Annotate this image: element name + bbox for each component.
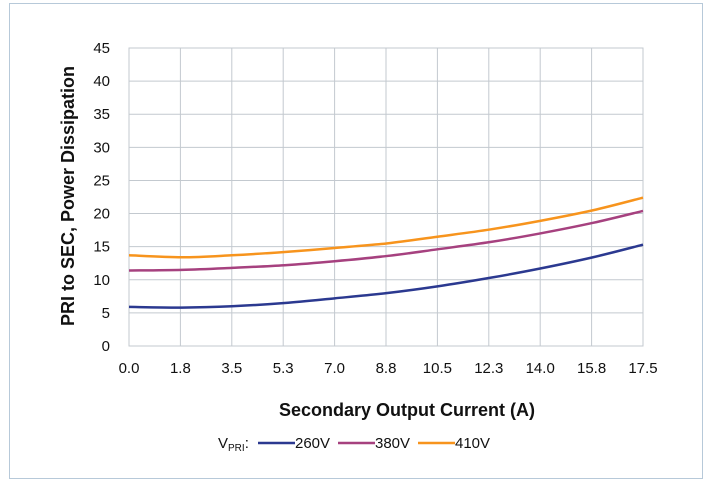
series-line-410V xyxy=(128,196,644,259)
legend-prefix: VPRI: xyxy=(218,435,249,454)
chart-frame xyxy=(9,3,703,479)
y-tick-label: 25 xyxy=(93,172,110,189)
y-tick-label: 40 xyxy=(93,73,110,90)
y-tick-label: 15 xyxy=(93,239,110,256)
x-tick-label: 8.8 xyxy=(376,360,397,377)
legend: VPRI: 260V 380V 410V xyxy=(218,435,490,454)
legend-items: 260V 380V 410V xyxy=(258,435,490,452)
x-axis-title: Secondary Output Current (A) xyxy=(279,400,535,420)
y-tick-labels: 0 5 10 15 20 25 30 35 40 45 xyxy=(93,40,110,355)
legend-label-260V: 260V xyxy=(295,435,330,452)
x-tick-label: 5.3 xyxy=(273,360,294,377)
y-tick-label: 10 xyxy=(93,272,110,289)
legend-label-380V: 380V xyxy=(375,435,410,452)
y-axis-title: PRI to SEC, Power Dissipation xyxy=(58,66,78,326)
x-tick-label: 1.8 xyxy=(170,360,191,377)
legend-label-410V: 410V xyxy=(455,435,490,452)
y-tick-label: 20 xyxy=(93,206,110,223)
plot-area-border xyxy=(128,47,644,347)
x-tick-label: 10.5 xyxy=(423,360,452,377)
series-lines xyxy=(128,196,644,309)
x-tick-label: 17.5 xyxy=(628,360,657,377)
y-tick-label: 0 xyxy=(102,338,110,355)
y-tick-label: 5 xyxy=(102,305,110,322)
y-tick-label: 35 xyxy=(93,106,110,123)
x-tick-labels: 0.0 1.8 3.5 5.3 7.0 8.8 10.5 12.3 14.0 15.8 17.5 xyxy=(119,360,658,377)
y-tick-label: 45 xyxy=(93,40,110,57)
plot-border xyxy=(128,47,644,347)
series-line-380V xyxy=(128,209,644,272)
x-tick-label: 7.0 xyxy=(324,360,345,377)
x-tick-label: 14.0 xyxy=(526,360,555,377)
series-line-260V xyxy=(128,243,644,309)
x-tick-label: 15.8 xyxy=(577,360,606,377)
y-tick-label: 30 xyxy=(93,139,110,156)
x-tick-label: 12.3 xyxy=(474,360,503,377)
x-tick-label: 3.5 xyxy=(221,360,242,377)
x-tick-label: 0.0 xyxy=(119,360,140,377)
grid xyxy=(128,47,644,347)
